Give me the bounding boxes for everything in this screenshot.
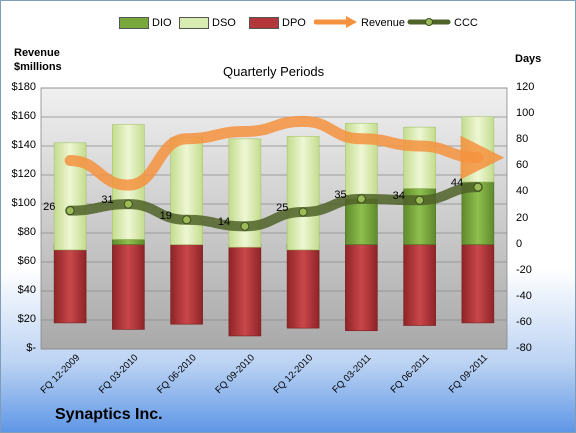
- bar-dpo: [170, 244, 203, 325]
- ccc-point: [182, 215, 192, 225]
- bar-dpo: [112, 244, 145, 330]
- bar-dpo: [345, 244, 378, 332]
- category-label: FQ 09-2011: [447, 352, 490, 395]
- legend-box-icon: [179, 17, 209, 29]
- legend-label: DPO: [282, 17, 306, 29]
- left-tick-label: $160: [11, 110, 36, 122]
- right-tick-label: 40: [516, 185, 529, 198]
- legend-item-revenue: Revenue: [313, 15, 406, 31]
- legend-line-marker-icon: [407, 16, 451, 31]
- ccc-data-label: 25: [276, 201, 289, 214]
- ccc-point: [123, 199, 133, 209]
- right-tick-label: 80: [516, 133, 529, 146]
- bar-dio: [112, 239, 145, 245]
- right-tick-label: -40: [516, 289, 532, 302]
- ccc-point: [298, 207, 308, 217]
- left-axis-title: Revenue $millions: [14, 47, 62, 73]
- ccc-point: [473, 182, 483, 192]
- left-tick-label: $80: [17, 226, 36, 238]
- chart-title: Quarterly Periods: [223, 64, 325, 79]
- right-tick-label: 120: [516, 81, 535, 93]
- legend-item-dpo: DPO: [249, 15, 306, 31]
- revenue-line: [64, 115, 505, 191]
- legend-item-dso: DSO: [179, 15, 236, 31]
- category-label: FQ 03-2010: [97, 352, 141, 396]
- ccc-data-label: 14: [217, 216, 231, 229]
- category-label: FQ 09-2010: [213, 352, 257, 396]
- ccc-data-label: 44: [450, 177, 464, 190]
- right-tick-label: -60: [516, 315, 532, 328]
- bar-dpo: [461, 244, 495, 324]
- left-tick-label: $180: [11, 81, 36, 93]
- ccc-data-label: 35: [334, 188, 347, 201]
- right-tick-label: -80: [516, 342, 532, 354]
- right-tick-label: 20: [516, 211, 529, 224]
- right-axis-title: Days: [515, 53, 542, 65]
- legend-label: DSO: [212, 17, 236, 29]
- right-tick-label: -20: [516, 263, 532, 276]
- company-name: Synaptics Inc.: [55, 406, 163, 423]
- bar-dso: [461, 116, 495, 183]
- ccc-point: [356, 194, 366, 204]
- ccc-point: [65, 206, 75, 216]
- bar-dso: [286, 135, 320, 251]
- ccc-data-label: 34: [392, 190, 405, 203]
- category-label: FQ 12-2009: [39, 352, 83, 396]
- category-label: FQ 03-2011: [330, 352, 373, 395]
- ccc-point: [240, 221, 250, 231]
- left-tick-label: $20: [17, 313, 36, 325]
- legend-item-dio: DIO: [119, 15, 172, 31]
- right-tick-label: 100: [516, 107, 535, 120]
- legend-item-ccc: CCC: [407, 15, 478, 31]
- right-tick-label: 0: [516, 237, 523, 250]
- ccc-line: [65, 182, 483, 232]
- category-label: FQ 12-2010: [272, 352, 316, 396]
- left-tick-label: $140: [11, 139, 36, 151]
- bar-dso: [170, 137, 203, 245]
- left-tick-label: $60: [17, 255, 36, 267]
- left-tick-label: $40: [17, 284, 36, 296]
- legend-box-icon: [249, 17, 279, 29]
- bar-dpo: [286, 244, 320, 329]
- ccc-data-label: 26: [43, 200, 56, 213]
- left-tick-label: $100: [11, 197, 36, 209]
- legend-box-icon: [119, 17, 149, 29]
- category-label: FQ 06-2010: [155, 352, 199, 396]
- bar-dio: [345, 198, 378, 245]
- legend-arrow-icon: [313, 15, 358, 31]
- ccc-point: [415, 195, 425, 205]
- right-tick-label: 60: [516, 159, 529, 172]
- ccc-data-label: 31: [101, 194, 114, 207]
- legend-label: Revenue: [361, 17, 406, 29]
- legend-label: CCC: [454, 17, 478, 29]
- left-tick-label: $-: [26, 342, 36, 354]
- bar-dpo: [53, 244, 87, 324]
- bar-dpo: [228, 244, 262, 337]
- legend-label: DIO: [152, 17, 172, 29]
- bar-dpo: [403, 244, 436, 326]
- left-tick-label: $120: [11, 168, 36, 180]
- ccc-data-label: 19: [159, 209, 172, 222]
- category-label: FQ 06-2011: [389, 352, 432, 395]
- bar-dso: [403, 126, 436, 189]
